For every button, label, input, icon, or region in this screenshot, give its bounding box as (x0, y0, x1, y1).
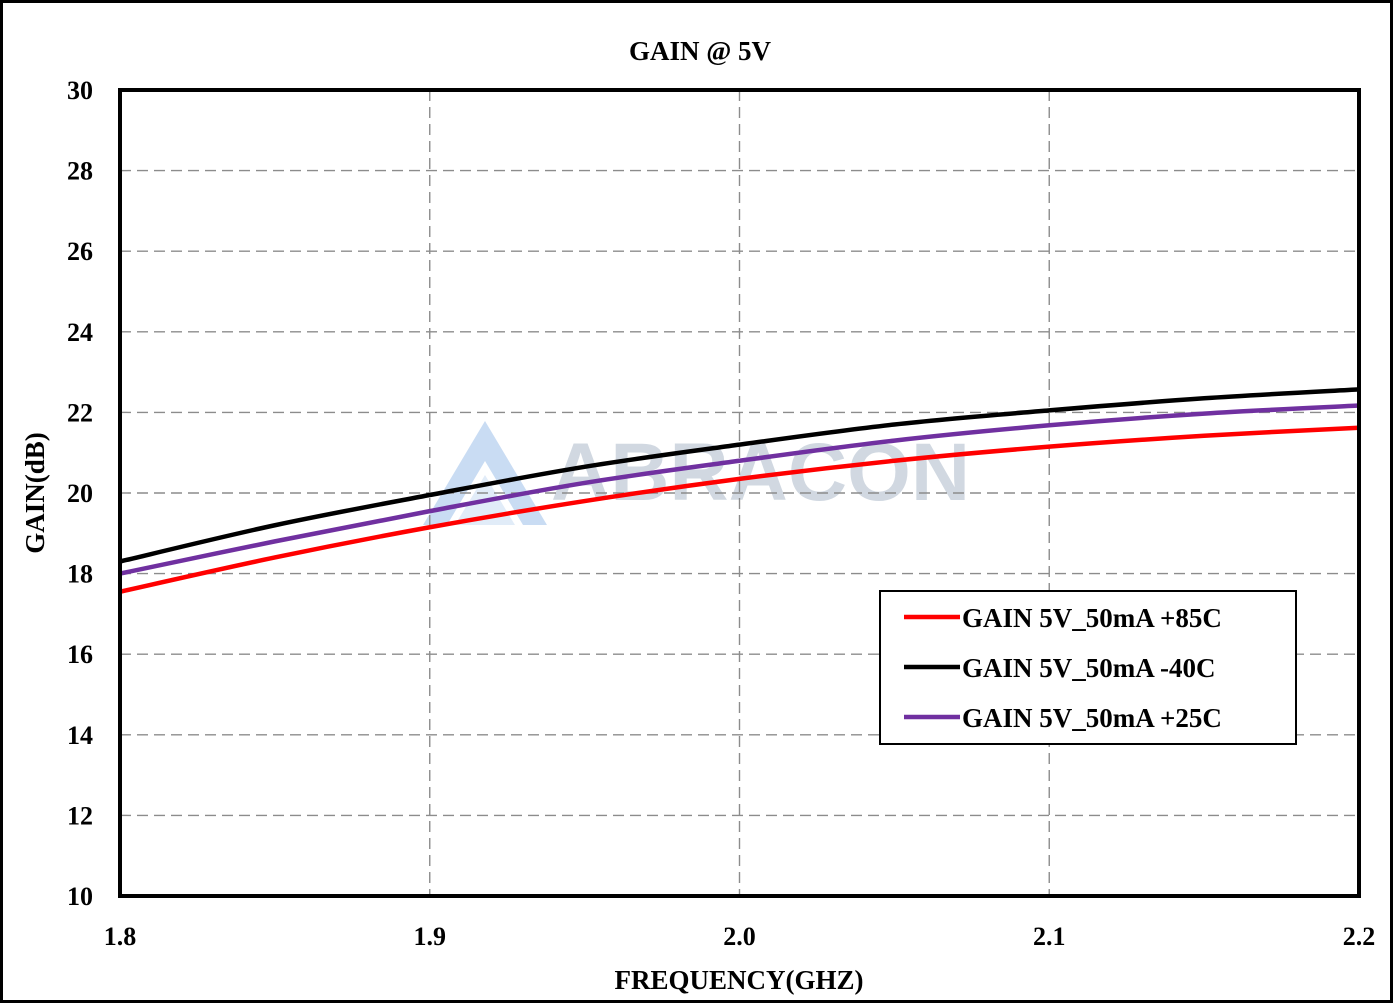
tick-labels: 1.8 1.9 2.0 2.1 2.2 10 12 14 16 18 20 22 24 26 28 30 (67, 76, 1375, 951)
legend-label-2: GAIN 5V_50mA +25C (962, 703, 1222, 733)
y-tick-label: 14 (67, 721, 93, 750)
x-axis-label: FREQUENCY(GHZ) (615, 965, 864, 995)
plot-area-border (118, 88, 1361, 898)
series-line-1 (119, 387, 1360, 564)
legend-label-0: GAIN 5V_50mA +85C (962, 603, 1222, 633)
grid-lines (120, 90, 1359, 896)
x-tick-label: 1.9 (414, 922, 447, 951)
gain-line-chart: ABRACON 1.8 1.9 2.0 2.1 2.2 10 12 14 16 18 20 22 24 2… (20, 36, 1375, 995)
watermark-logo: ABRACON (423, 421, 970, 525)
y-tick-label: 24 (67, 318, 93, 347)
y-tick-label: 26 (67, 237, 93, 266)
y-tick-label: 18 (67, 560, 93, 589)
y-tick-label: 10 (67, 882, 93, 911)
legend-label-1: GAIN 5V_50mA -40C (962, 653, 1216, 683)
y-tick-label: 28 (67, 157, 93, 186)
y-tick-label: 30 (67, 76, 93, 105)
y-tick-label: 22 (67, 398, 93, 427)
x-tick-label: 2.1 (1033, 922, 1066, 951)
x-tick-label: 2.0 (723, 922, 756, 951)
series-line-0 (119, 425, 1360, 594)
series-layer (119, 387, 1360, 594)
x-tick-label: 1.8 (104, 922, 137, 951)
series-line-2 (119, 403, 1360, 576)
y-tick-label: 20 (67, 479, 93, 508)
chart-title: GAIN @ 5V (629, 36, 772, 66)
x-tick-label: 2.2 (1343, 922, 1376, 951)
y-tick-label: 16 (67, 640, 93, 669)
y-axis-label: GAIN(dB) (20, 432, 50, 554)
y-tick-label: 12 (67, 801, 93, 830)
watermark-logo-mark (423, 421, 547, 525)
legend: GAIN 5V_50mA +85C GAIN 5V_50mA -40C GAIN 5… (879, 590, 1297, 745)
